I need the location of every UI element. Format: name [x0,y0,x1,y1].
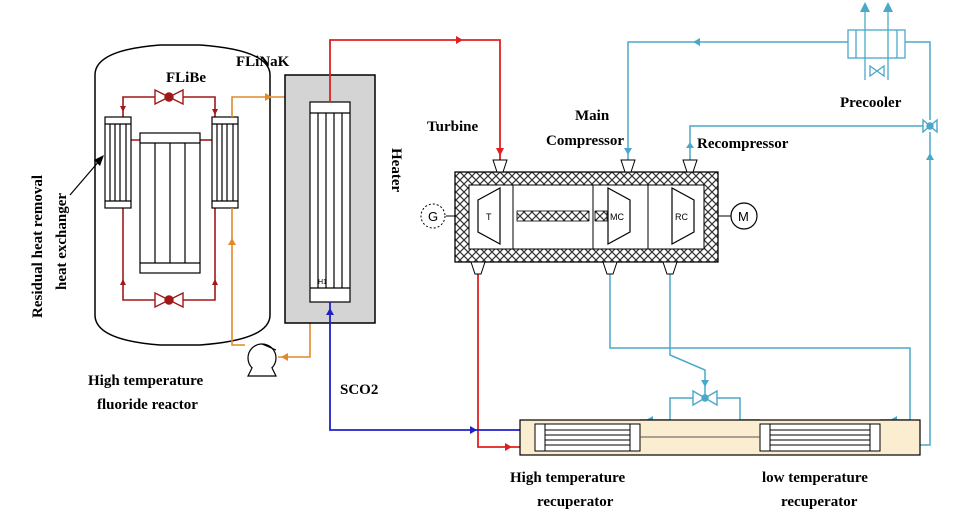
label-flinak: FLiNaK [236,54,290,70]
cold-co2-line [329,302,520,431]
label-residual-1: Residual heat removal [30,175,46,318]
recompressor-shape [671,186,695,246]
label-mc-mark: MC [610,212,624,222]
label-main-compressor-1: Main [575,108,610,124]
ltr-bundle [759,423,881,452]
label-recompressor: Recompressor [697,136,789,152]
heater-bundle [309,101,351,303]
turbine-shape [477,186,501,246]
label-precooler: Precooler [840,95,902,111]
label-htr-1: High temperature [510,470,625,486]
label-flibe: FLiBe [166,70,206,86]
label-generator: G [428,209,438,224]
label-htr-2: recuperator [537,494,614,510]
valve-top [154,88,184,106]
intermediate-hx [211,116,239,209]
label-ltr-1: low temperature [762,470,868,486]
precooler [847,5,906,80]
generator-icon [420,203,446,229]
label-heater-tag: H1 [318,279,327,286]
htr-bundle [534,423,641,452]
precooler-valve [922,118,938,134]
label-motor: M [738,209,749,224]
label-main-compressor-2: Compressor [546,133,624,149]
valve-bottom [154,291,184,309]
label-ltr-2: recuperator [781,494,858,510]
label-turbine-mark: T [486,212,492,222]
label-sco2: SCO2 [340,382,378,398]
label-heater: Heater [388,148,404,192]
motor-icon [730,202,758,230]
main-compressor-shape [607,186,631,246]
salt-pump [247,343,277,377]
label-reactor-2: fluoride reactor [97,397,198,413]
reactor-core [139,132,201,274]
label-turbine: Turbine [427,119,478,135]
residual-hx-left [104,116,132,209]
splitter-valve [692,389,718,407]
label-residual-2: heat exchanger [54,193,70,290]
label-reactor-1: High temperature [88,373,203,389]
label-rc-mark: RC [675,212,688,222]
